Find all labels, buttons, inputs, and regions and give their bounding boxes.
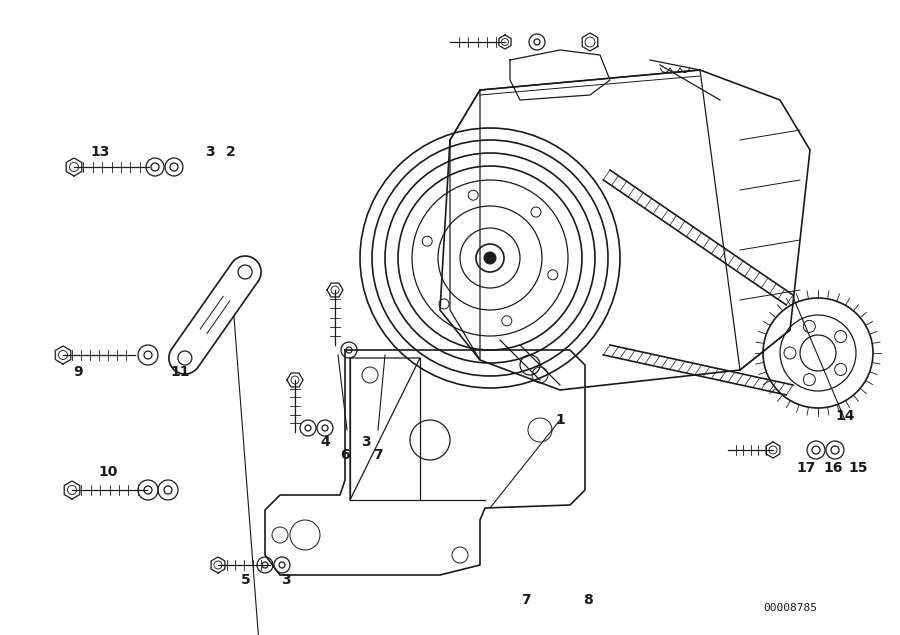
Text: 17: 17 <box>796 461 815 475</box>
Text: 7: 7 <box>521 593 531 607</box>
Text: 00008785: 00008785 <box>763 603 817 613</box>
Text: 16: 16 <box>824 461 842 475</box>
Text: 13: 13 <box>90 145 110 159</box>
Text: 2: 2 <box>226 145 236 159</box>
Text: 1: 1 <box>555 413 565 427</box>
Text: 3: 3 <box>361 435 371 449</box>
Text: 3: 3 <box>281 573 291 587</box>
Text: 15: 15 <box>848 461 868 475</box>
Text: 11: 11 <box>170 365 190 379</box>
Text: 5: 5 <box>241 573 251 587</box>
Text: 3: 3 <box>205 145 215 159</box>
Text: 7: 7 <box>374 448 382 462</box>
Text: 6: 6 <box>340 448 350 462</box>
Text: 14: 14 <box>835 409 855 423</box>
Text: 8: 8 <box>583 593 593 607</box>
Circle shape <box>484 252 496 264</box>
Text: 10: 10 <box>98 465 118 479</box>
Text: 9: 9 <box>73 365 83 379</box>
Text: 4: 4 <box>320 435 330 449</box>
